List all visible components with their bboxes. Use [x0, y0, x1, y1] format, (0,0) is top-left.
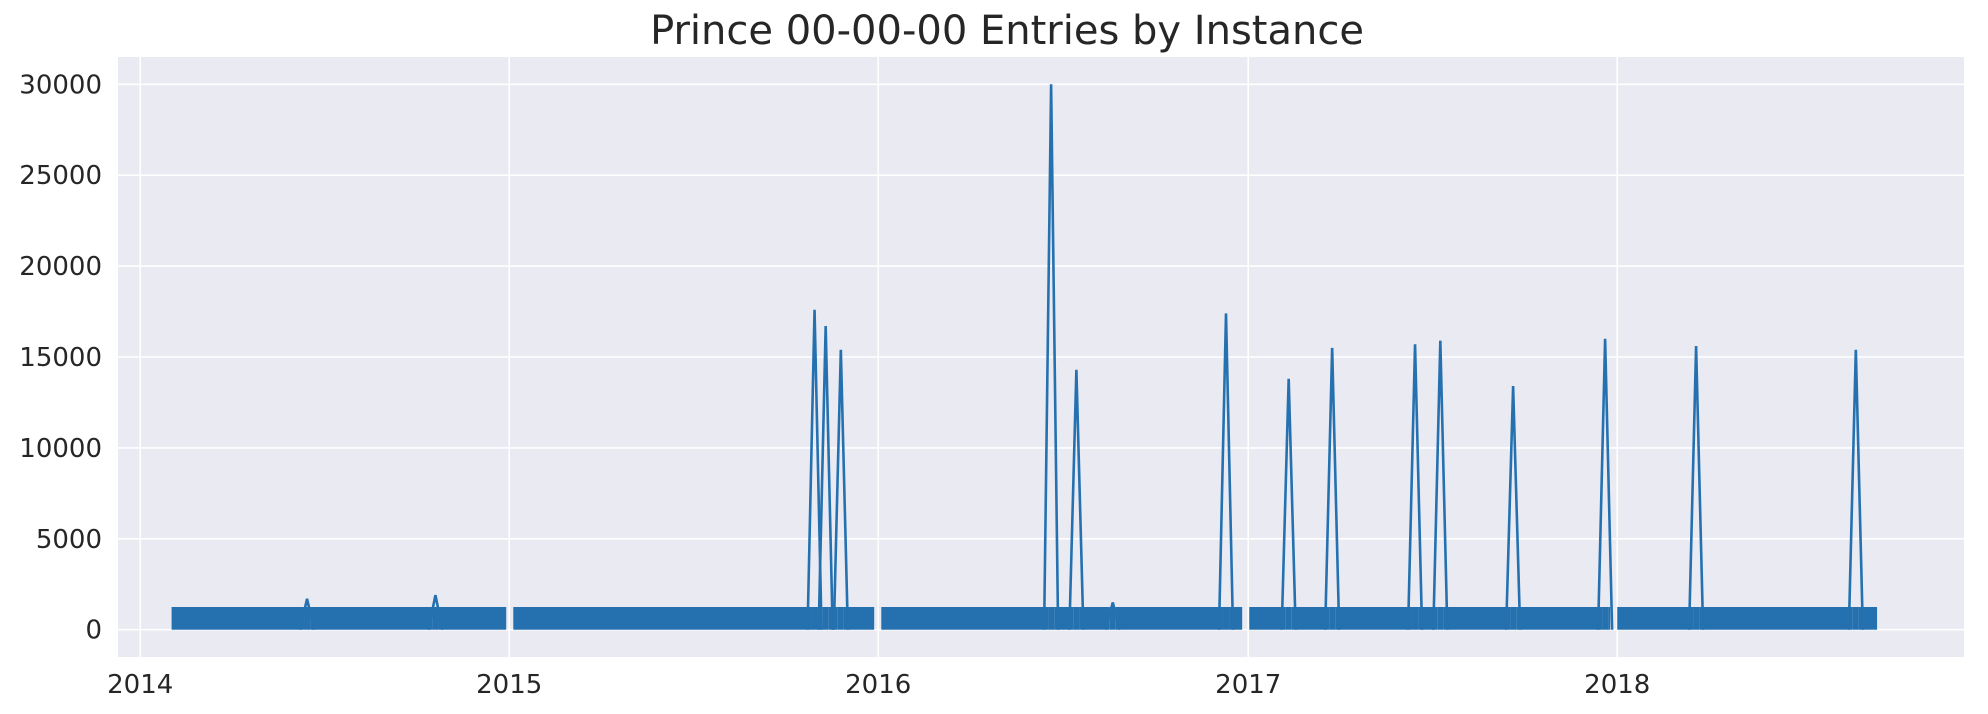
- x-tick-label: 2017: [1215, 670, 1281, 700]
- baseline-band: [1329, 607, 1336, 630]
- spike: [1687, 346, 1705, 630]
- grid: [118, 57, 1964, 657]
- baseline-band: [304, 607, 311, 630]
- baseline-band: [881, 607, 1049, 630]
- y-tick-label: 15000: [19, 343, 102, 373]
- x-axis: 2014 2015 2016 2017 2018: [107, 670, 1650, 700]
- baseline-band: [1602, 607, 1609, 630]
- baseline-band: [1693, 607, 1700, 630]
- baseline-band: [1229, 607, 1243, 630]
- baseline-band: [513, 607, 812, 630]
- baseline-band: [438, 607, 507, 630]
- spike: [1847, 349, 1865, 630]
- baseline-band: [1079, 607, 1110, 630]
- baseline-band: [1852, 607, 1859, 630]
- baseline-band: [837, 607, 844, 630]
- spike: [1596, 338, 1614, 630]
- baseline-band: [1608, 607, 1611, 630]
- baseline-band: [811, 607, 818, 630]
- y-tick-label: 5000: [36, 525, 102, 555]
- baseline-band: [1073, 607, 1080, 630]
- spike: [1504, 386, 1522, 630]
- baseline-band: [1115, 607, 1223, 630]
- baseline-band: [1437, 607, 1444, 630]
- baseline-band: [1617, 607, 1694, 630]
- spike: [1280, 378, 1297, 630]
- y-tick-label: 20000: [19, 252, 102, 282]
- baseline-band: [1699, 607, 1853, 630]
- x-tick-label: 2018: [1584, 670, 1650, 700]
- y-tick-label: 0: [85, 616, 102, 646]
- spike: [817, 326, 834, 630]
- spike: [298, 598, 316, 631]
- chart-title: Prince 00-00-00 Entries by Instance: [650, 8, 1364, 54]
- baseline-band: [1249, 607, 1286, 630]
- baseline-band: [171, 607, 305, 630]
- x-tick-label: 2015: [476, 670, 542, 700]
- spike: [427, 594, 444, 630]
- baseline-band: [1412, 607, 1419, 630]
- y-tick-label: 10000: [19, 434, 102, 464]
- baseline-band: [843, 607, 875, 630]
- baseline-band: [1443, 607, 1511, 630]
- spike: [1042, 84, 1060, 630]
- y-tick-label: 30000: [19, 70, 102, 100]
- baseline-band: [1222, 607, 1230, 630]
- baseline-band: [310, 607, 433, 630]
- spike: [1432, 340, 1449, 630]
- baseline-band: [1291, 607, 1330, 630]
- y-axis: 0 5000 10000 15000 20000 25000 30000: [19, 70, 102, 645]
- spike: [1068, 369, 1085, 630]
- baseline-band: [1510, 607, 1517, 630]
- baseline-band: [1335, 607, 1413, 630]
- spike: [1323, 347, 1341, 630]
- spike: [832, 349, 850, 630]
- x-tick-label: 2014: [107, 670, 173, 700]
- spike: [1406, 344, 1424, 630]
- baseline-band: [1516, 607, 1603, 630]
- baseline-band: [1048, 607, 1055, 630]
- baseline-band: [1109, 607, 1116, 630]
- y-tick-label: 25000: [19, 161, 102, 191]
- baseline-band: [432, 607, 439, 630]
- spike: [1104, 602, 1122, 631]
- spike: [806, 309, 823, 630]
- x-tick-label: 2016: [845, 670, 911, 700]
- series-layer: [171, 84, 1878, 631]
- baseline-band: [1285, 607, 1292, 630]
- baseline-band: [822, 607, 829, 630]
- spike: [1217, 313, 1235, 630]
